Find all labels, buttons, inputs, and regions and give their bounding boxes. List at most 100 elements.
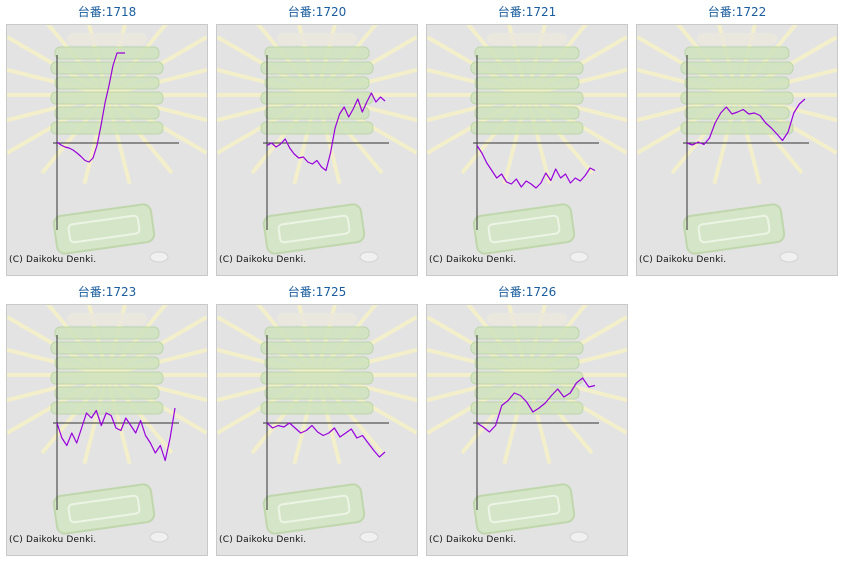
tray	[54, 326, 160, 340]
machine-link-1725[interactable]: 台番:1725	[287, 285, 347, 299]
machine-link-1726[interactable]: 台番:1726	[497, 285, 557, 299]
copyright-text: (C) Daikoku Denki.	[429, 255, 517, 265]
tray-inner	[277, 494, 351, 524]
tray	[684, 76, 790, 90]
graph-frame-1722[interactable]: (C) Daikoku Denki.	[636, 24, 838, 276]
tray-top	[487, 33, 567, 45]
tray-top	[67, 33, 147, 45]
payout-trend-line	[686, 98, 806, 146]
copyright-text: (C) Daikoku Denki.	[9, 255, 97, 265]
tray	[260, 401, 374, 415]
ray	[106, 347, 207, 377]
coin	[779, 251, 799, 263]
tray	[474, 46, 580, 60]
graph-frame-1721[interactable]: (C) Daikoku Denki.	[426, 24, 628, 276]
ray	[427, 347, 528, 377]
tray	[260, 371, 374, 385]
tray	[54, 356, 160, 370]
tray	[54, 386, 160, 400]
tray	[264, 76, 370, 90]
machine-link-1723[interactable]: 台番:1723	[77, 285, 137, 299]
prize-pile-graphic	[470, 313, 584, 415]
tray	[54, 106, 160, 120]
ray	[316, 347, 417, 377]
ray	[7, 67, 108, 97]
graph-canvas	[7, 25, 207, 263]
coin-tray-graphic	[262, 203, 379, 263]
tray	[260, 341, 374, 355]
tray	[470, 341, 584, 355]
coin-tray-graphic	[262, 483, 379, 543]
tray	[264, 106, 370, 120]
prize-pile-graphic	[260, 33, 374, 135]
tray	[474, 106, 580, 120]
copyright-text: (C) Daikoku Denki.	[639, 255, 727, 265]
tray	[470, 61, 584, 75]
copyright-text: (C) Daikoku Denki.	[9, 535, 97, 545]
coin-tray-graphic	[472, 483, 589, 543]
ray	[7, 347, 108, 377]
tray	[264, 356, 370, 370]
tray-top	[487, 313, 567, 325]
graph-canvas	[637, 25, 837, 263]
ray	[427, 67, 528, 97]
tray-inner	[67, 494, 141, 524]
payout-trend-line	[56, 407, 176, 462]
payout-trend-line	[266, 92, 386, 172]
tray	[470, 121, 584, 135]
graph-canvas	[427, 305, 627, 543]
machine-link-1720[interactable]: 台番:1720	[287, 5, 347, 19]
graph-frame-1723[interactable]: (C) Daikoku Denki.	[6, 304, 208, 556]
prize-pile-graphic	[50, 33, 164, 135]
coin	[359, 251, 379, 263]
coin	[149, 251, 169, 263]
coin	[569, 251, 589, 263]
ray	[217, 347, 318, 377]
ray	[106, 67, 207, 97]
tray	[680, 91, 794, 105]
graph-frame-1726[interactable]: (C) Daikoku Denki.	[426, 304, 628, 556]
tray-top	[67, 313, 147, 325]
tray	[50, 401, 164, 415]
payout-trend-line	[266, 422, 386, 458]
graph-frame-1718[interactable]: (C) Daikoku Denki.	[6, 24, 208, 276]
tray	[50, 341, 164, 355]
ray	[736, 67, 837, 97]
machine-link-1718[interactable]: 台番:1718	[77, 5, 137, 19]
prize-pile-graphic	[260, 313, 374, 415]
graph-canvas	[217, 305, 417, 543]
graph-frame-1720[interactable]: (C) Daikoku Denki.	[216, 24, 418, 276]
tray	[470, 401, 584, 415]
tray-inner	[487, 494, 561, 524]
machine-link-1722[interactable]: 台番:1722	[707, 5, 767, 19]
tray	[54, 46, 160, 60]
tray	[260, 91, 374, 105]
tray	[680, 61, 794, 75]
ray	[526, 347, 627, 377]
ray	[637, 67, 738, 97]
graph-frame-1725[interactable]: (C) Daikoku Denki.	[216, 304, 418, 556]
tray	[470, 371, 584, 385]
prize-pile-graphic	[680, 33, 794, 135]
tray-top	[277, 313, 357, 325]
tray-inner	[67, 214, 141, 244]
copyright-text: (C) Daikoku Denki.	[429, 535, 517, 545]
tray	[264, 46, 370, 60]
tray	[474, 386, 580, 400]
coin	[149, 531, 169, 543]
tray	[474, 326, 580, 340]
coin	[569, 531, 589, 543]
coin-tray-graphic	[52, 203, 169, 263]
tray	[470, 91, 584, 105]
tray	[54, 76, 160, 90]
prize-pile-graphic	[470, 33, 584, 135]
machine-link-1721[interactable]: 台番:1721	[497, 5, 557, 19]
tray	[474, 76, 580, 90]
tray	[260, 61, 374, 75]
tray-top	[697, 33, 777, 45]
tray	[684, 106, 790, 120]
ray	[217, 67, 318, 97]
copyright-text: (C) Daikoku Denki.	[219, 535, 307, 545]
tray	[264, 326, 370, 340]
tray-top	[277, 33, 357, 45]
